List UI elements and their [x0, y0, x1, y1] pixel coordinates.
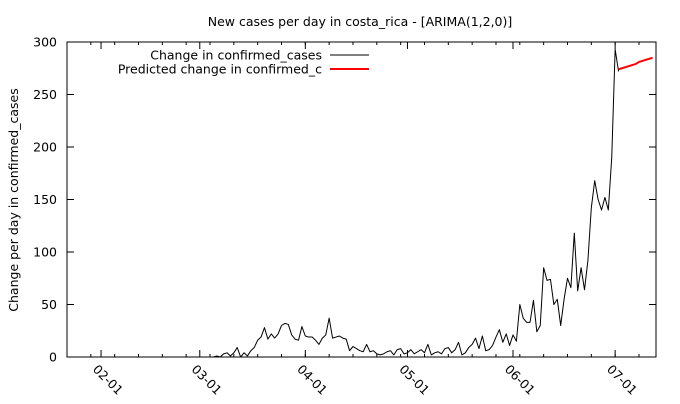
y-tick-label: 250	[33, 87, 57, 102]
y-axis-label: Change per day in confirmed_cases	[6, 88, 21, 311]
x-axis-ticks: 02-01 03-01 04-01 05-01 06-01 07-01	[66, 42, 640, 398]
y-tick-label: 300	[33, 35, 57, 50]
y-tick-label: 150	[33, 192, 57, 207]
series-layer	[67, 48, 653, 358]
y-axis-ticks: 0 50 100 150 200 250 300	[33, 35, 656, 365]
x-tick-label: 02-01	[90, 362, 126, 398]
chart-title: New cases per day in costa_rica - [ARIMA…	[208, 14, 513, 29]
y-tick-label: 100	[33, 245, 57, 260]
x-tick-label: 05-01	[396, 362, 432, 398]
series-predicted-line	[618, 56, 653, 71]
plot-frame	[66, 41, 657, 358]
x-tick-label: 06-01	[502, 362, 538, 398]
legend-label-actual: Change in confirmed_cases	[150, 48, 322, 63]
y-tick-label: 0	[49, 350, 57, 365]
x-tick-label: 07-01	[604, 362, 640, 398]
y-tick-label: 50	[41, 297, 57, 312]
legend-label-predicted: Predicted change in confirmed_c	[118, 62, 322, 77]
series-actual-line	[67, 48, 620, 358]
x-tick-label: 04-01	[294, 362, 330, 398]
y-tick-label: 200	[33, 140, 57, 155]
x-tick-label: 03-01	[189, 362, 225, 398]
